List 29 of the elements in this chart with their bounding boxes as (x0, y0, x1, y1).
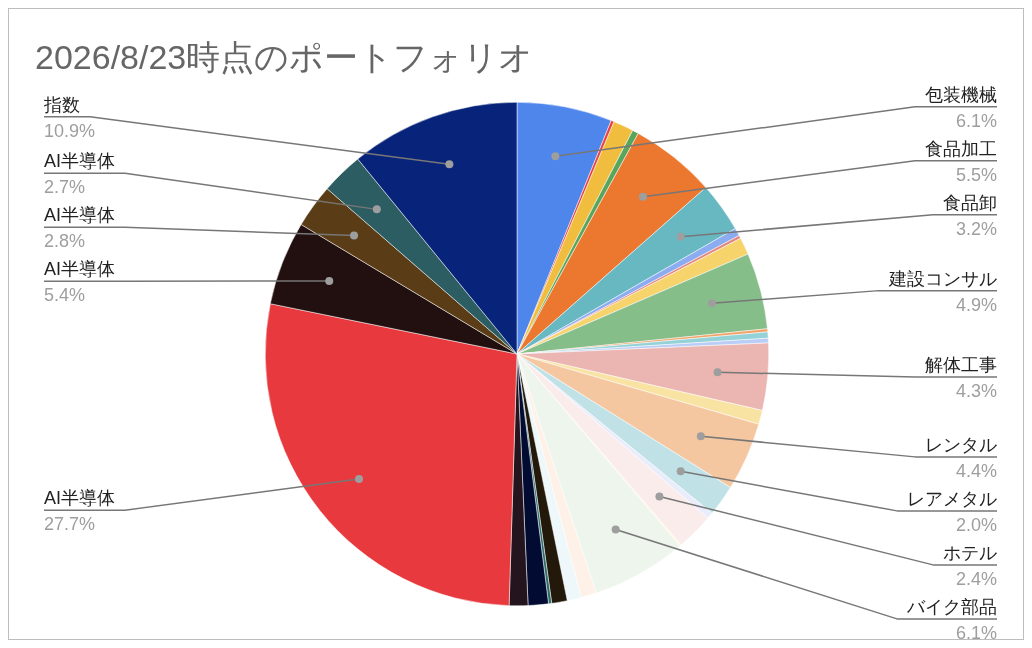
data-label: 4.9% (955, 294, 997, 315)
slice-label: レアメタル (907, 488, 997, 509)
slice-label: ホテル (943, 542, 997, 563)
chart-title: 2026/8/23時点のポートフォリオ (35, 37, 534, 78)
slice-label: AI半導体 (44, 205, 116, 226)
slice-label: 包装機械 (925, 84, 997, 105)
data-label: 2.0% (955, 514, 997, 535)
slice-label: 解体工事 (925, 354, 997, 375)
data-label: 5.5% (955, 164, 997, 185)
data-label: 2.8% (44, 231, 86, 252)
slice-label: 食品卸 (943, 192, 997, 213)
data-label: 4.3% (955, 380, 997, 401)
slice-label: AI半導体 (44, 259, 116, 280)
slice-label: AI半導体 (44, 488, 116, 509)
data-label: 4.4% (955, 460, 997, 481)
slice-label: 食品加工 (925, 138, 997, 159)
slice-label: バイク部品 (906, 596, 997, 617)
data-label: 3.2% (955, 218, 997, 239)
data-label: 6.1% (955, 110, 997, 131)
slice-label: レンタル (925, 434, 997, 455)
data-label: 5.4% (44, 285, 86, 306)
slice-label: AI半導体 (44, 151, 116, 172)
data-label: 2.4% (955, 568, 997, 589)
data-label: 2.7% (44, 177, 86, 198)
slice-label: 指数 (43, 94, 80, 115)
data-label: 10.9% (44, 120, 96, 141)
slice-label: 建設コンサル (888, 268, 997, 289)
data-label: 6.1% (955, 622, 997, 643)
data-label: 27.7% (44, 514, 96, 535)
